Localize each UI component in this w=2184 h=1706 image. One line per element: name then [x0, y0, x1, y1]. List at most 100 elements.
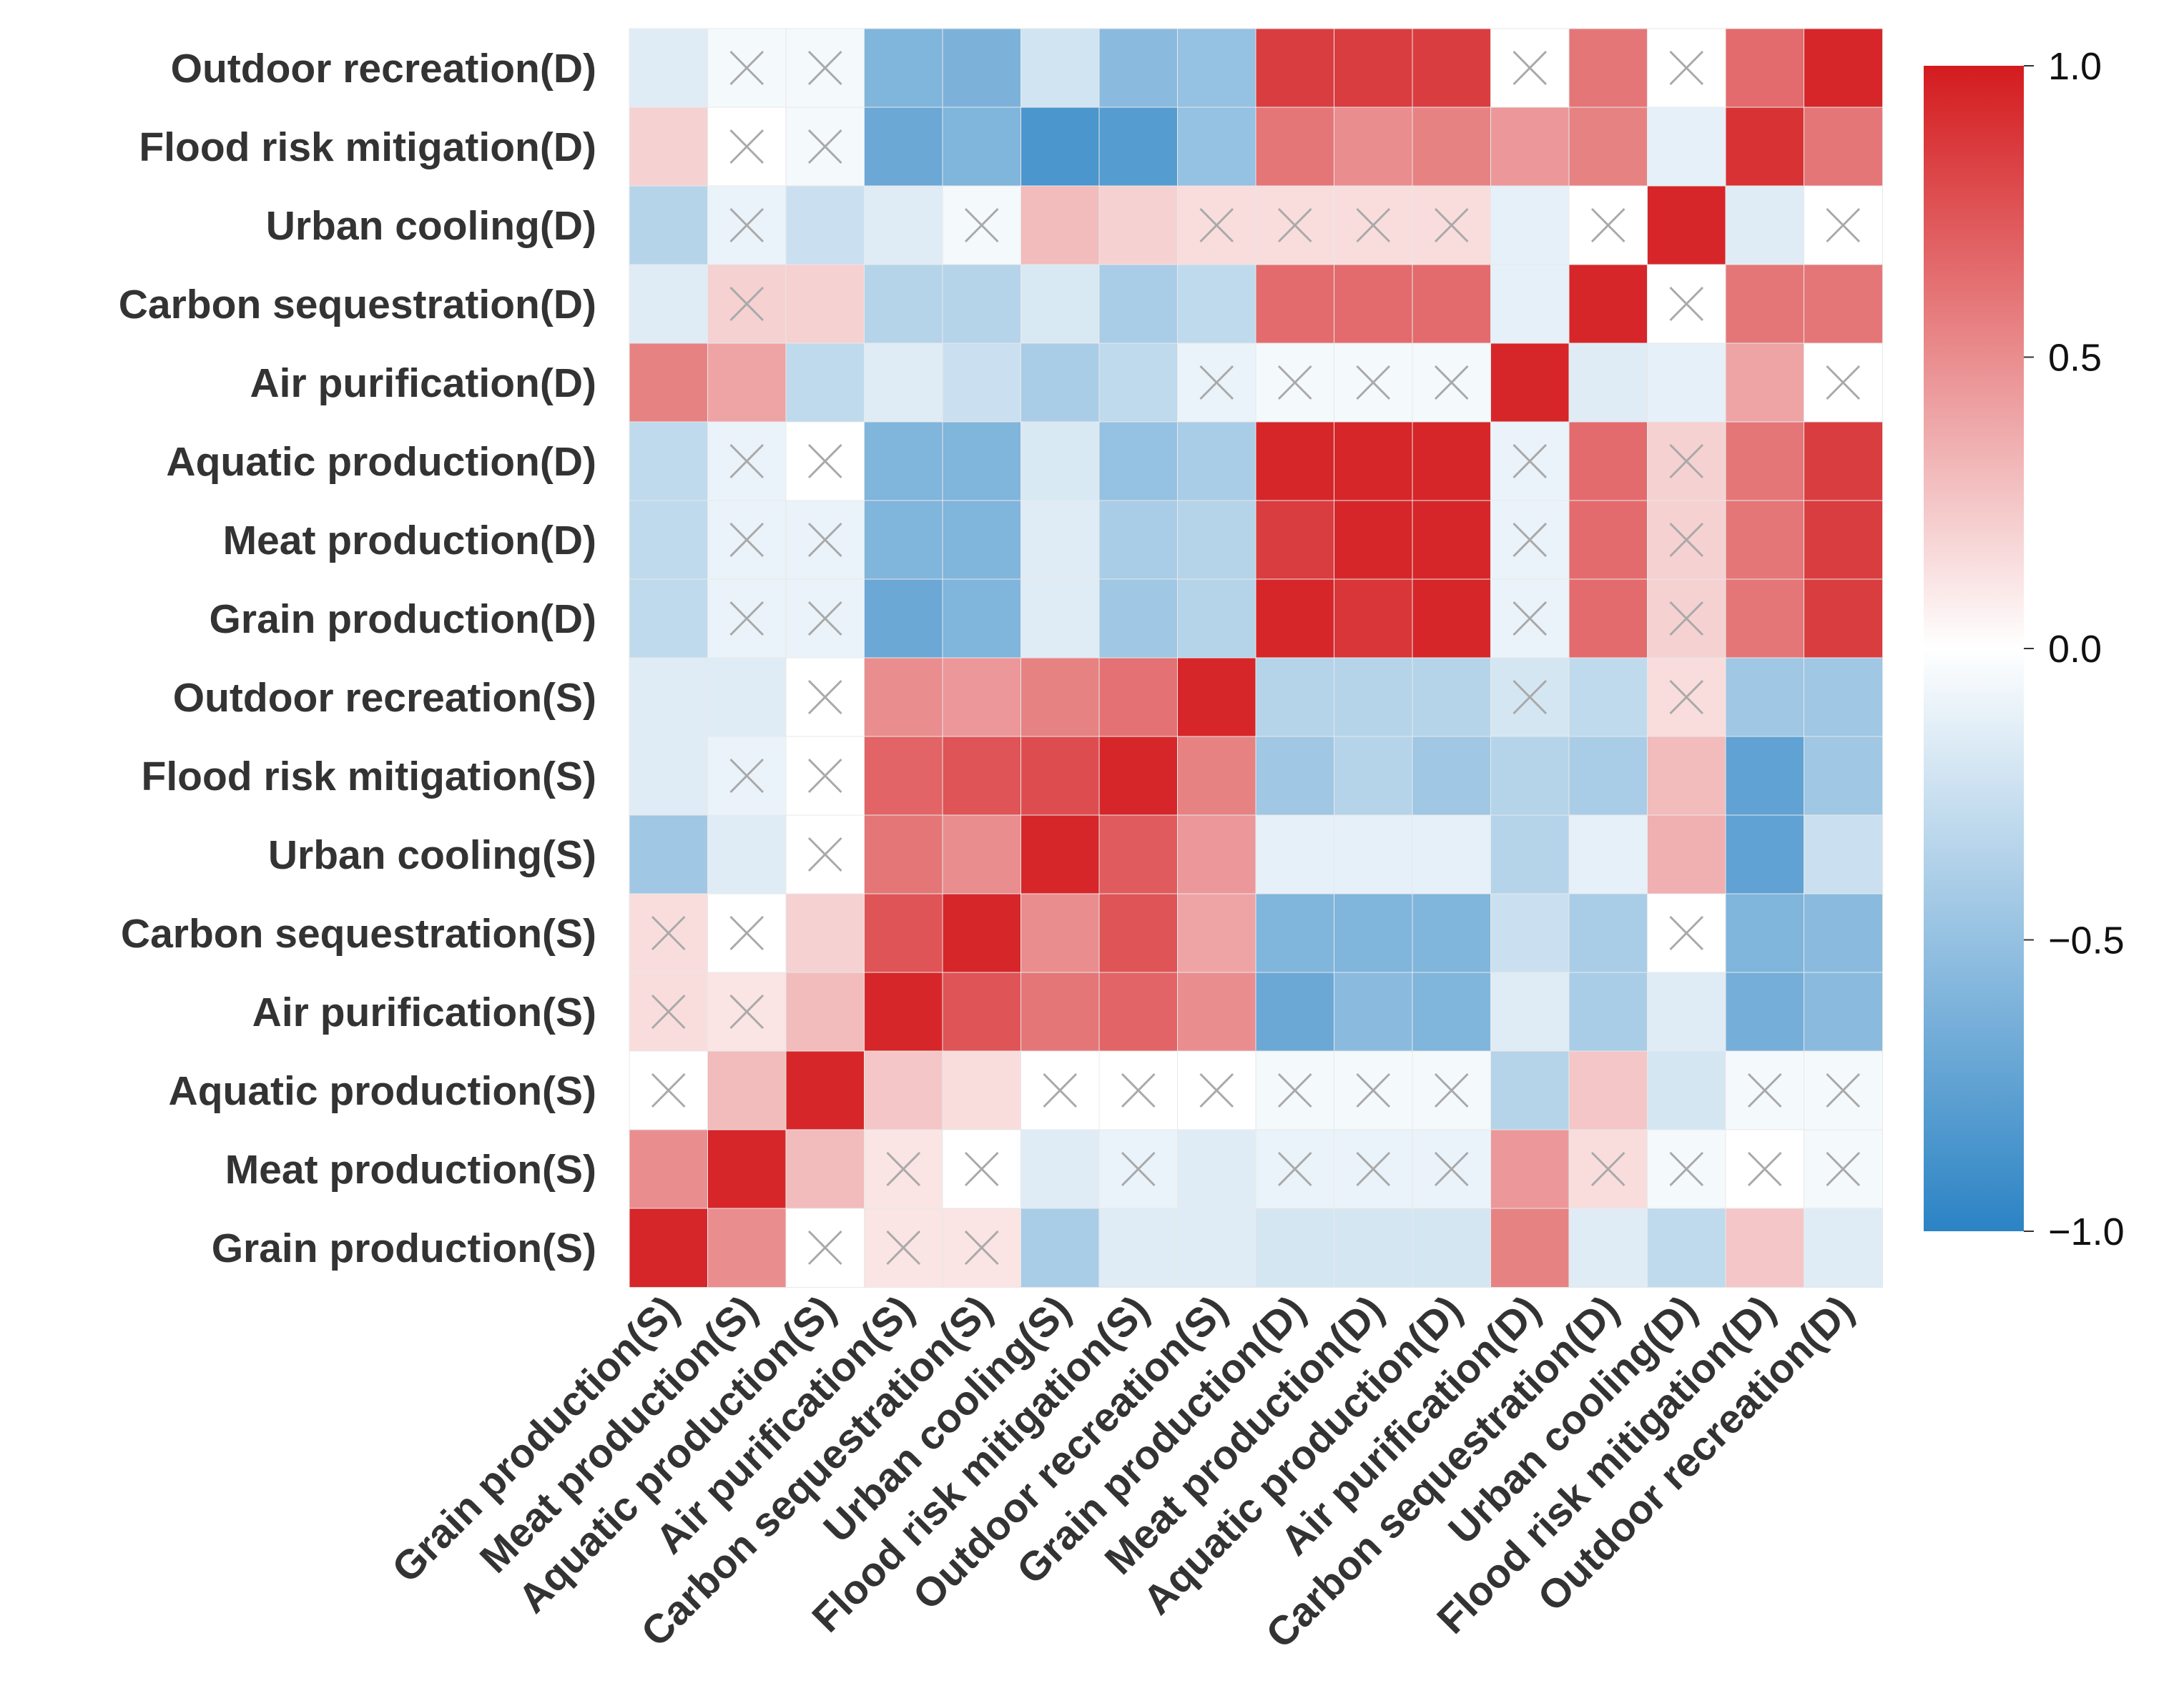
heatmap-cell: [1804, 657, 1884, 738]
heatmap-cell: [1098, 500, 1179, 581]
nonsignificant-cross-icon: [1512, 443, 1548, 479]
x-tick-label: Aquatic production(S): [510, 1287, 845, 1622]
heatmap-cell: [864, 893, 944, 974]
nonsignificant-cross-icon: [729, 207, 764, 243]
nonsignificant-cross-icon: [1277, 365, 1312, 400]
y-tick-label: Carbon sequestration(S): [121, 911, 596, 957]
heatmap-cell: [1020, 736, 1101, 817]
heatmap-cell: [1098, 421, 1179, 502]
y-tick-label: Air purification(S): [252, 990, 596, 1035]
heatmap-cell: [1177, 578, 1257, 659]
nonsignificant-cross-icon: [807, 679, 842, 715]
nonsignificant-cross-icon: [1512, 522, 1548, 558]
heatmap-cell: [1647, 1208, 1727, 1288]
heatmap-cell: [1568, 578, 1648, 659]
heatmap-cell: [1177, 28, 1257, 109]
heatmap-cell: [1490, 736, 1570, 817]
nonsignificant-cross-icon: [729, 915, 764, 951]
heatmap-cell: [707, 1208, 787, 1288]
heatmap-cell: [1177, 657, 1257, 738]
y-tick-label: Outdoor recreation(S): [173, 675, 596, 721]
heatmap-cell: [1804, 893, 1884, 974]
nonsignificant-cross-icon: [1277, 207, 1312, 243]
nonsignificant-cross-icon: [807, 837, 842, 872]
nonsignificant-cross-icon: [1434, 207, 1469, 243]
nonsignificant-markers: [651, 50, 1861, 1266]
nonsignificant-cross-icon: [1121, 1073, 1156, 1108]
colorbar-ticks: 1.0 0.5 0.0 −0.5 −1.0: [2024, 45, 2125, 1253]
nonsignificant-cross-icon: [1277, 1073, 1312, 1108]
heatmap-cell: [1020, 814, 1101, 895]
y-tick-label: Grain production(D): [210, 596, 596, 642]
y-tick-label: Urban cooling(S): [268, 832, 596, 878]
heatmap-cell: [1412, 736, 1492, 817]
heatmap-cell: [942, 500, 1022, 581]
heatmap-cell: [1725, 1208, 1805, 1288]
nonsignificant-cross-icon: [1669, 522, 1704, 558]
y-tick-label: Meat production(S): [225, 1147, 596, 1193]
heatmap-cell: [864, 1050, 944, 1131]
nonsignificant-cross-icon: [1356, 365, 1391, 400]
heatmap-cell: [629, 421, 709, 502]
heatmap-cell: [1412, 107, 1492, 187]
nonsignificant-cross-icon: [807, 50, 842, 86]
nonsignificant-cross-icon: [1826, 207, 1861, 243]
heatmap-cell: [785, 1050, 865, 1131]
heatmap-cell: [1647, 1050, 1727, 1131]
nonsignificant-cross-icon: [1356, 207, 1391, 243]
heatmap-cell: [1098, 28, 1179, 109]
heatmap-cell: [1568, 1050, 1648, 1131]
heatmap-cell: [1020, 421, 1101, 502]
heatmap-cell: [1098, 814, 1179, 895]
heatmap-cell: [1098, 578, 1179, 659]
heatmap-cell: [1804, 421, 1884, 502]
heatmap-cell: [629, 578, 709, 659]
y-tick-label: Flood risk mitigation(D): [139, 124, 596, 170]
heatmap-cell: [1725, 28, 1805, 109]
heatmap-cell: [1177, 1208, 1257, 1288]
heatmap-cell: [1568, 342, 1648, 423]
heatmap-cell: [942, 421, 1022, 502]
heatmap-cell: [707, 814, 787, 895]
heatmap-cell: [629, 657, 709, 738]
nonsignificant-cross-icon: [1199, 365, 1234, 400]
nonsignificant-cross-icon: [729, 601, 764, 636]
heatmap-cell: [1490, 1208, 1570, 1288]
nonsignificant-cross-icon: [1747, 1073, 1782, 1108]
heatmap-cell: [1804, 500, 1884, 581]
heatmap-cell: [1334, 814, 1414, 895]
heatmap-cell: [1177, 736, 1257, 817]
heatmap-cell: [1020, 1208, 1101, 1288]
nonsignificant-cross-icon: [1826, 365, 1861, 400]
heatmap-cell: [942, 264, 1022, 345]
heatmap-cell: [1804, 28, 1884, 109]
heatmap-cell: [1725, 814, 1805, 895]
nonsignificant-cross-icon: [729, 994, 764, 1030]
heatmap-cell: [942, 736, 1022, 817]
heatmap-cell: [1255, 421, 1335, 502]
heatmap-cell: [629, 342, 709, 423]
heatmap-cell: [1490, 1050, 1570, 1131]
heatmap-cell: [1490, 342, 1570, 423]
heatmap-cell: [1177, 814, 1257, 895]
heatmap-cell: [1020, 185, 1101, 266]
heatmap-cell: [1412, 657, 1492, 738]
heatmap-cell: [864, 264, 944, 345]
heatmap-cell: [1568, 264, 1648, 345]
heatmap-cell: [629, 1129, 709, 1210]
heatmap-cell: [1804, 578, 1884, 659]
heatmap-cell: [1647, 185, 1727, 266]
heatmap-cell: [629, 736, 709, 817]
heatmap-cell: [1412, 972, 1492, 1052]
heatmap-cell: [1020, 657, 1101, 738]
nonsignificant-cross-icon: [1747, 1151, 1782, 1187]
heatmap-cell: [864, 814, 944, 895]
heatmap-cell: [1804, 264, 1884, 345]
heatmap-cell: [1725, 264, 1805, 345]
heatmap-cell: [1568, 972, 1648, 1052]
heatmap-cell: [1647, 736, 1727, 817]
heatmap-cell: [1490, 264, 1570, 345]
nonsignificant-cross-icon: [1199, 207, 1234, 243]
heatmap-cell: [1020, 578, 1101, 659]
nonsignificant-cross-icon: [1356, 1073, 1391, 1108]
